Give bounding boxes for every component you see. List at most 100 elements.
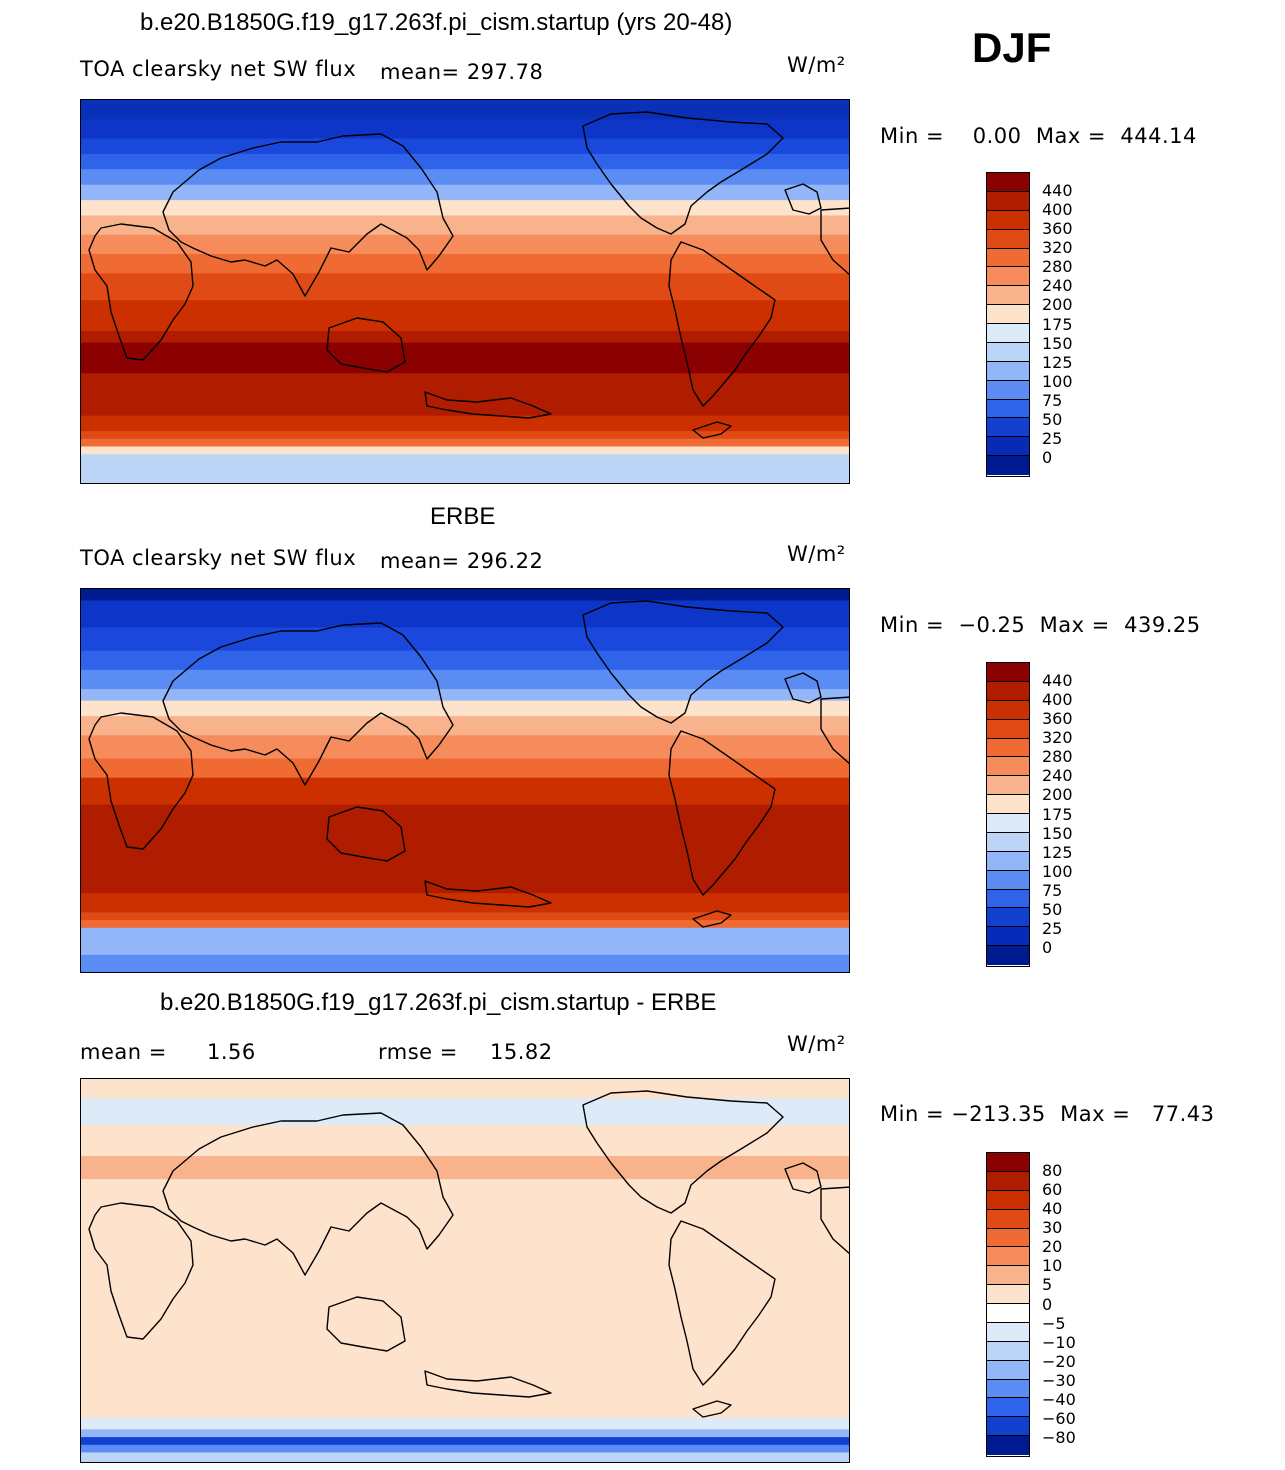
field-band	[81, 689, 849, 702]
colorbar-swatch	[987, 437, 1029, 457]
colorbar-swatch	[987, 305, 1029, 324]
colorbar-tick-label: 400	[1042, 200, 1073, 220]
colorbar-swatch	[987, 1304, 1029, 1323]
field-band	[81, 184, 849, 201]
field-band	[81, 1125, 849, 1157]
field-band	[81, 893, 849, 913]
colorbar-swatch	[987, 795, 1029, 814]
colorbar-swatch	[987, 738, 1029, 758]
panel3-mean-value: 1.56	[207, 1040, 256, 1064]
coastline	[424, 880, 552, 908]
coastline	[692, 1400, 732, 1418]
coastline	[88, 1202, 194, 1340]
field-band	[81, 431, 849, 440]
colorbar-swatch	[987, 173, 1029, 192]
colorbar-swatch	[987, 1266, 1029, 1286]
colorbar-tick-label: −40	[1042, 1389, 1076, 1409]
colorbar-tick-label: 400	[1042, 690, 1073, 710]
colorbar-tick-label: 320	[1042, 728, 1073, 748]
coastline	[784, 672, 822, 704]
field-band	[81, 1437, 849, 1446]
colorbar-tick-label: 280	[1042, 257, 1073, 277]
field-band	[81, 454, 849, 483]
field-band	[81, 153, 849, 170]
colorbar-tick-label: 40	[1042, 1199, 1063, 1219]
coastline	[668, 241, 776, 407]
field-band	[81, 1444, 849, 1454]
colorbar-swatch	[987, 851, 1029, 871]
panel1-minmax: Min = 0.00 Max = 444.14	[880, 124, 1197, 148]
colorbar-swatch	[987, 776, 1029, 796]
field-band	[81, 1417, 849, 1430]
colorbar-swatch	[987, 1153, 1029, 1172]
field-band	[81, 100, 849, 120]
colorbar-tick-label: 20	[1042, 1237, 1063, 1257]
panel1-mean: mean= 297.78	[380, 60, 544, 84]
panel2-mean: mean= 296.22	[380, 549, 544, 573]
coastline	[582, 111, 784, 235]
colorbar-tick-label: 175	[1042, 314, 1073, 334]
panel3-units: W/m²	[787, 1032, 846, 1056]
field-band	[81, 627, 849, 652]
colorbar-tick-label: −5	[1042, 1313, 1066, 1333]
field-band	[81, 138, 849, 155]
field-band	[81, 920, 849, 929]
colorbar-tick-label: 25	[1042, 428, 1063, 448]
field-band	[81, 589, 849, 602]
field-band	[81, 254, 849, 274]
colorbar-swatch	[987, 286, 1029, 306]
colorbar-tick-label: −10	[1042, 1332, 1076, 1352]
field-band	[81, 373, 849, 417]
colorbar-tick-label: −30	[1042, 1370, 1076, 1390]
field-band	[81, 169, 849, 186]
panel2-minmax: Min = −0.25 Max = 439.25	[880, 613, 1201, 637]
colorbar-tick-label: 50	[1042, 899, 1063, 919]
coastline	[668, 1220, 776, 1386]
field-band	[81, 777, 849, 806]
field-band	[81, 342, 849, 374]
coastline	[820, 207, 849, 276]
panel2-colorbar	[986, 662, 1030, 967]
colorbar-tick-label: 200	[1042, 785, 1073, 805]
coastline	[784, 1162, 822, 1194]
field-band	[81, 415, 849, 432]
field-band	[81, 716, 849, 736]
colorbar-swatch	[987, 1209, 1029, 1229]
panel1-map	[80, 99, 850, 484]
colorbar-swatch	[987, 1379, 1029, 1399]
field-band	[81, 119, 849, 140]
field-band	[81, 1429, 849, 1438]
panel3-minmax: Min = −213.35 Max = 77.43	[880, 1102, 1215, 1126]
coastline	[692, 910, 732, 928]
colorbar-swatch	[987, 342, 1029, 362]
colorbar-swatch	[987, 870, 1029, 890]
colorbar-tick-label: 100	[1042, 861, 1073, 881]
panel1-map-field	[81, 100, 849, 483]
colorbar-swatch	[987, 191, 1029, 211]
colorbar-swatch	[987, 681, 1029, 701]
colorbar-swatch	[987, 927, 1029, 947]
coastline	[820, 696, 849, 765]
colorbar-tick-label: 175	[1042, 804, 1073, 824]
field-band	[81, 735, 849, 759]
colorbar-tick-label: 440	[1042, 671, 1073, 691]
colorbar-tick-label: 0	[1042, 447, 1053, 467]
colorbar-swatch	[987, 361, 1029, 381]
field-band	[81, 912, 849, 921]
colorbar-swatch	[987, 229, 1029, 249]
colorbar-tick-label: 80	[1042, 1161, 1063, 1181]
colorbar-tick-label: 100	[1042, 371, 1073, 391]
coastline	[326, 1296, 406, 1352]
colorbar-swatch	[987, 418, 1029, 438]
colorbar-tick-label: 0	[1042, 937, 1053, 957]
field-band	[81, 700, 849, 717]
field-band	[81, 200, 849, 217]
colorbar-tick-label: 150	[1042, 333, 1073, 353]
colorbar-swatch	[987, 814, 1029, 833]
panel3-map-field	[81, 1079, 849, 1462]
coastline	[820, 1186, 849, 1255]
colorbar-swatch	[987, 1341, 1029, 1361]
panel1-units: W/m²	[787, 53, 846, 77]
panel3-title: b.e20.B1850G.f19_g17.263f.pi_cism.startu…	[160, 989, 717, 1016]
coastline	[88, 223, 194, 361]
